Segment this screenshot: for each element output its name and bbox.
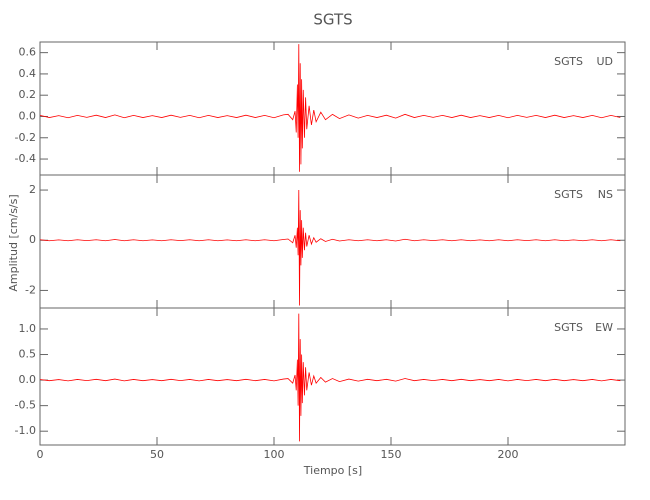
station-label: SGTS [554,321,583,334]
y-tick-label: -0.4 [15,152,36,165]
trace [39,190,621,306]
y-tick-label: 2 [29,183,36,196]
y-tick-label: 0.6 [19,46,37,59]
y-tick-label: -0.2 [15,131,36,144]
component-label: UD [596,55,613,68]
y-tick-label: 0.0 [19,109,37,122]
x-tick-label: 50 [150,448,164,461]
trace [39,313,621,442]
x-tick-label: 100 [264,448,285,461]
station-label: SGTS [554,188,583,201]
y-tick-label: -1.0 [15,424,36,437]
y-axis-label: Amplitud [cm/s/s] [7,194,20,291]
x-tick-label: 0 [37,448,44,461]
y-tick-label: -2 [25,283,36,296]
x-tick-label: 150 [381,448,402,461]
panel-frame [39,307,626,446]
component-label: NS [598,188,613,201]
y-tick-label: 0.0 [19,373,37,386]
x-tick-label: 200 [498,448,519,461]
panel-frame [39,174,626,309]
panel-frame [39,41,626,176]
station-label: SGTS [554,55,583,68]
y-tick-label: 0.4 [19,67,37,80]
y-tick-label: 0.5 [19,348,37,361]
x-axis-label: Tiempo [s] [303,464,362,477]
trace [39,44,621,172]
y-tick-label: -0.5 [15,399,36,412]
y-tick-label: 1.0 [19,322,37,335]
y-tick-label: 0.2 [19,88,37,101]
y-tick-label: 0 [29,233,36,246]
component-label: EW [595,321,613,334]
chart-title: SGTS [313,11,352,29]
